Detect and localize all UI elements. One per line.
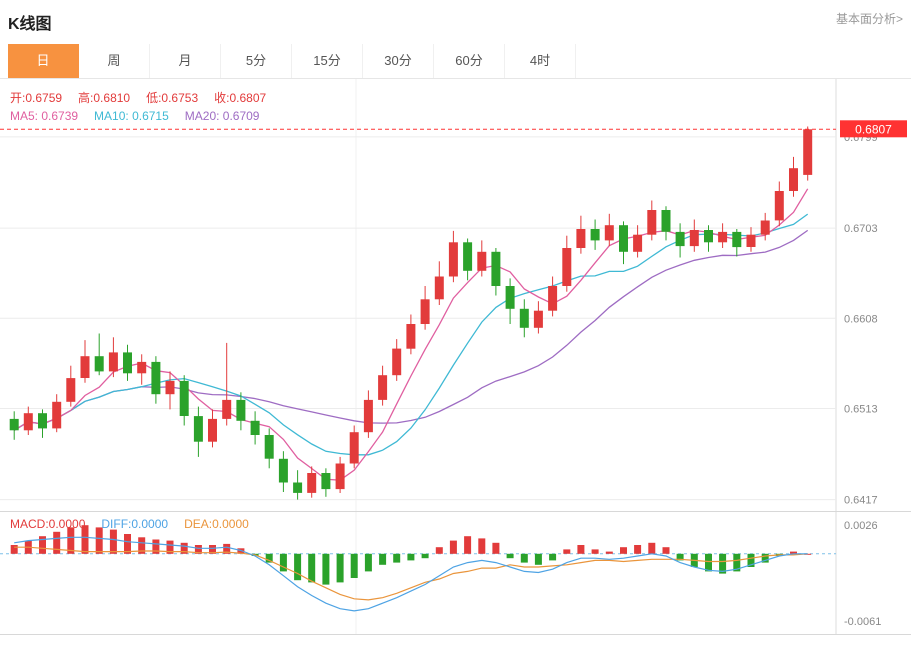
svg-text:0.6807: 0.6807 [855, 122, 892, 136]
tab-month[interactable]: 月 [150, 44, 221, 78]
tab-week[interactable]: 周 [79, 44, 150, 78]
timeframe-tabs: 日 周 月 5分 15分 30分 60分 4时 [0, 44, 911, 79]
svg-text:0.6703: 0.6703 [844, 223, 878, 235]
macd-svg: 0.0026 -0.0061 [0, 512, 881, 634]
header: K线图 基本面分析> [0, 0, 911, 44]
macd-panel[interactable]: 0.0026 -0.0061 MACD:0.0000 DIFF:0.0000 DE… [0, 512, 911, 635]
tab-day[interactable]: 日 [8, 44, 79, 78]
svg-text:0.6513: 0.6513 [844, 404, 878, 416]
tab-5min[interactable]: 5分 [221, 44, 292, 78]
tab-60min[interactable]: 60分 [434, 44, 505, 78]
tab-4hour[interactable]: 4时 [505, 44, 576, 78]
page-title: K线图 [8, 16, 52, 33]
svg-text:0.6417: 0.6417 [844, 495, 878, 507]
tab-30min[interactable]: 30分 [363, 44, 434, 78]
svg-text:0.6608: 0.6608 [844, 313, 878, 325]
candlestick-chart[interactable]: 0.6799 0.6703 0.6608 0.6513 0.6417 0.6807 开:0… [0, 79, 911, 512]
tab-15min[interactable]: 15分 [292, 44, 363, 78]
svg-text:-0.0061: -0.0061 [844, 616, 881, 628]
svg-text:0.0026: 0.0026 [844, 520, 878, 532]
fundamental-analysis-link[interactable]: 基本面分析> [835, 12, 903, 26]
